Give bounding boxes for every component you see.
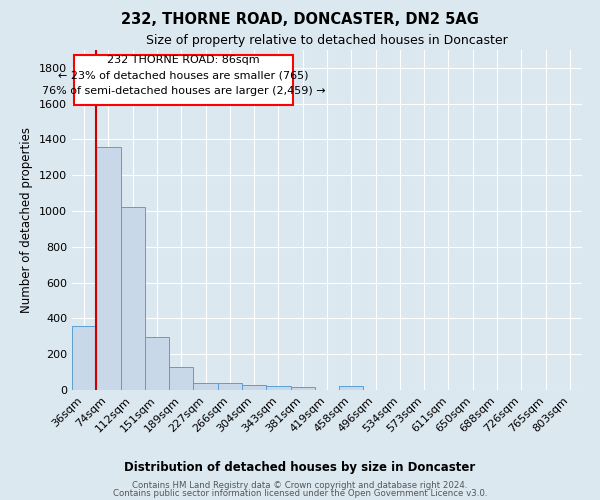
Text: ← 23% of detached houses are smaller (765): ← 23% of detached houses are smaller (76… — [58, 70, 309, 80]
Bar — [242, 384, 266, 390]
Bar — [169, 366, 193, 390]
Bar — [72, 326, 96, 390]
Bar — [96, 146, 121, 390]
Text: 76% of semi-detached houses are larger (2,459) →: 76% of semi-detached houses are larger (… — [42, 86, 326, 96]
Bar — [121, 206, 145, 390]
Bar — [290, 387, 315, 390]
Text: 232, THORNE ROAD, DONCASTER, DN2 5AG: 232, THORNE ROAD, DONCASTER, DN2 5AG — [121, 12, 479, 28]
Text: 232 THORNE ROAD: 86sqm: 232 THORNE ROAD: 86sqm — [107, 55, 260, 65]
Bar — [266, 386, 290, 390]
FancyBboxPatch shape — [74, 56, 293, 106]
Title: Size of property relative to detached houses in Doncaster: Size of property relative to detached ho… — [146, 34, 508, 48]
Text: Contains public sector information licensed under the Open Government Licence v3: Contains public sector information licen… — [113, 490, 487, 498]
Bar — [193, 383, 218, 390]
Text: Distribution of detached houses by size in Doncaster: Distribution of detached houses by size … — [124, 461, 476, 474]
Bar — [339, 386, 364, 390]
Bar — [145, 337, 169, 390]
Y-axis label: Number of detached properties: Number of detached properties — [20, 127, 34, 313]
Bar — [218, 384, 242, 390]
Text: Contains HM Land Registry data © Crown copyright and database right 2024.: Contains HM Land Registry data © Crown c… — [132, 480, 468, 490]
